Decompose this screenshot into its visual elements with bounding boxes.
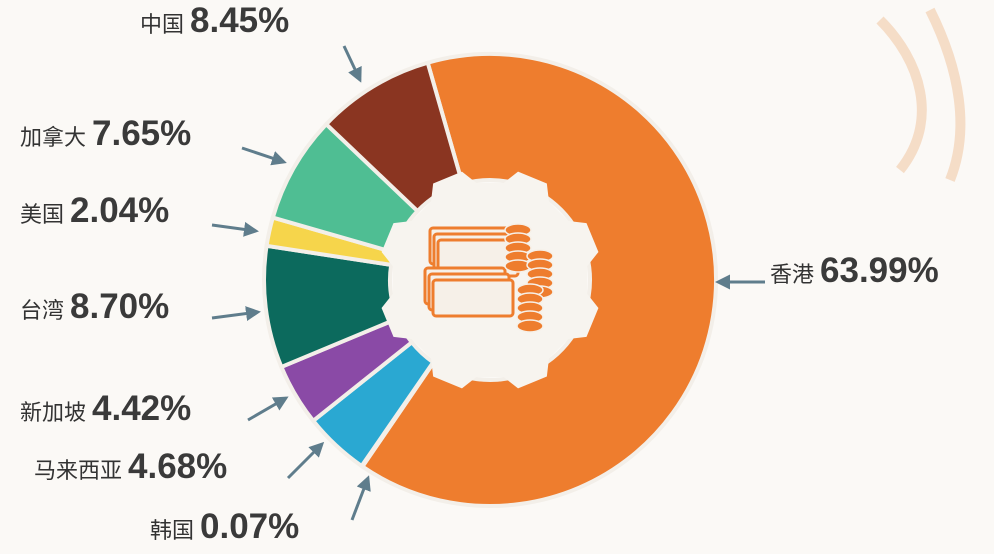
value-label: 2.04% <box>70 191 169 230</box>
value-label: 63.99% <box>820 251 939 290</box>
category-label: 美国 <box>20 202 64 227</box>
category-label: 中国 <box>140 12 184 37</box>
category-label: 台湾 <box>20 298 64 323</box>
chart: 香港63.99% 韩国0.07% 马来西亚4.68% 新加坡4.42% 台湾8.70% 美… <box>0 0 994 554</box>
value-label: 8.70% <box>70 287 169 326</box>
category-label: 加拿大 <box>20 125 86 150</box>
value-label: 4.68% <box>128 447 227 486</box>
coin <box>517 320 543 332</box>
category-label: 韩国 <box>150 518 194 543</box>
value-label: 0.07% <box>200 507 299 546</box>
category-label: 马来西亚 <box>34 458 122 483</box>
value-label: 4.42% <box>92 389 191 428</box>
category-label: 香港 <box>770 262 814 287</box>
value-label: 8.45% <box>190 1 289 40</box>
value-label: 7.65% <box>92 114 191 153</box>
banknote <box>433 280 513 316</box>
category-label: 新加坡 <box>20 400 86 425</box>
